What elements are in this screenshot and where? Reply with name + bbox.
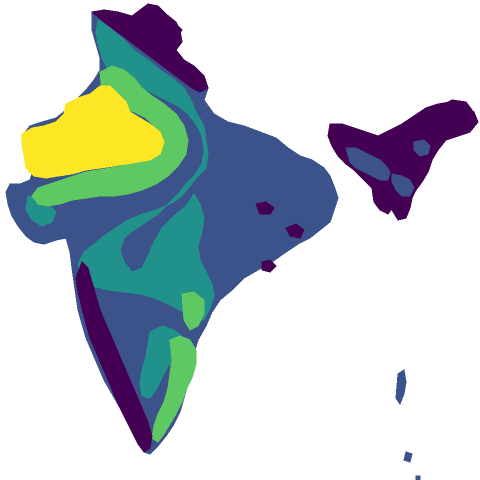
far-northeast-class-1-tip xyxy=(439,99,473,119)
east-pockets-class-1-region xyxy=(255,201,305,273)
south-green-edge-class-4 xyxy=(181,291,205,331)
western-coast-class-1-region xyxy=(75,261,153,453)
northeast-class-1-region xyxy=(327,101,479,221)
thar-class-5-region xyxy=(21,85,165,179)
northern-class-1-region xyxy=(90,3,209,93)
northeast-class-2-region xyxy=(345,139,431,197)
far-northeast-class-1-stem xyxy=(371,187,395,215)
east-islands-class-2-region xyxy=(395,369,421,480)
